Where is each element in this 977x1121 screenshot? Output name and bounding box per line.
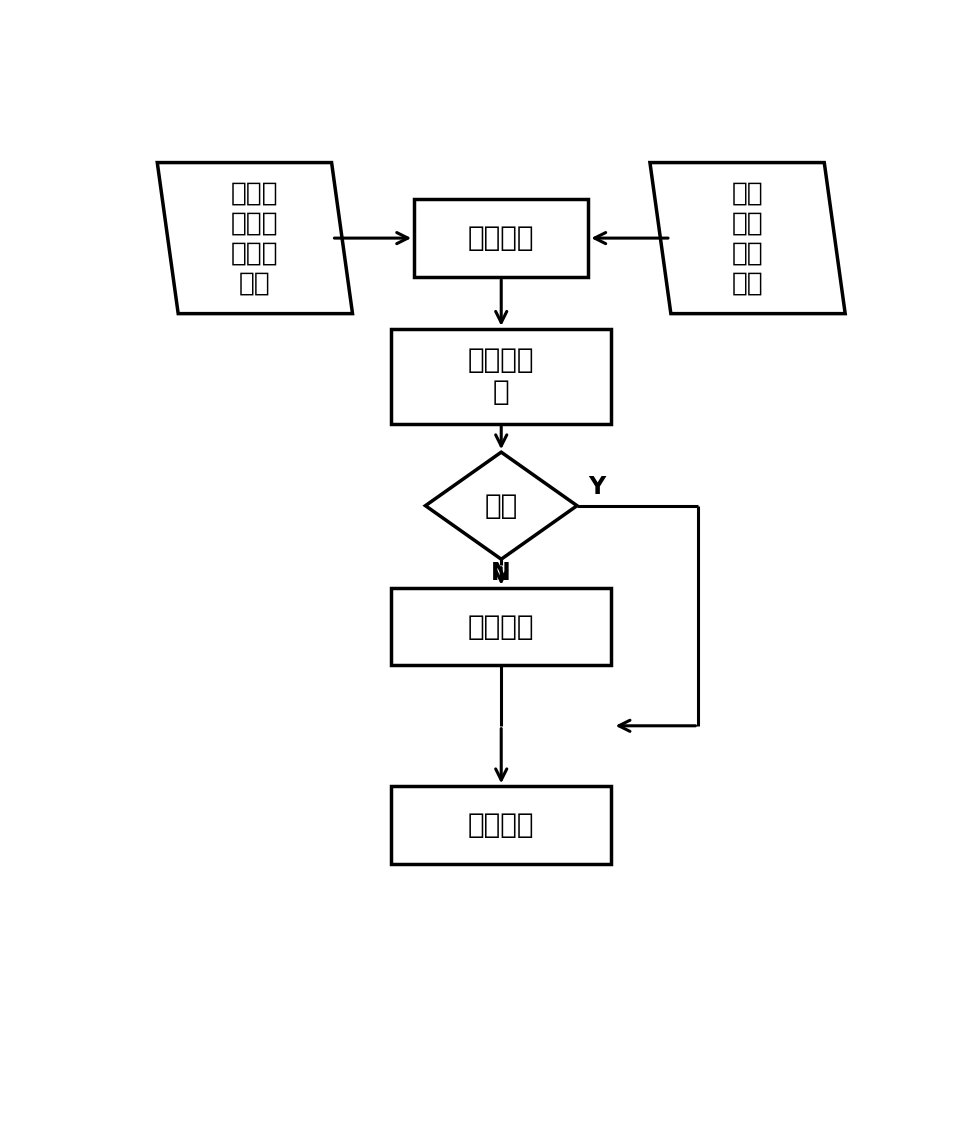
Text: 数据预处
理: 数据预处 理 bbox=[468, 346, 533, 407]
Text: N: N bbox=[490, 562, 511, 585]
Text: 风机
运行
电气
信息: 风机 运行 电气 信息 bbox=[731, 180, 763, 296]
Bar bbox=[391, 587, 611, 666]
Polygon shape bbox=[425, 452, 576, 559]
Text: 报警: 报警 bbox=[485, 492, 517, 520]
Text: Y: Y bbox=[588, 475, 605, 499]
Bar bbox=[391, 786, 611, 864]
Text: 数据处理: 数据处理 bbox=[468, 612, 533, 640]
Polygon shape bbox=[157, 163, 352, 314]
Text: 风机物
理参数
及环境
信息: 风机物 理参数 及环境 信息 bbox=[231, 180, 278, 296]
Polygon shape bbox=[650, 163, 844, 314]
Text: 监控输出: 监控输出 bbox=[468, 812, 533, 839]
Bar bbox=[391, 328, 611, 424]
Text: 信号采集: 信号采集 bbox=[468, 224, 533, 252]
Bar bbox=[413, 200, 588, 277]
